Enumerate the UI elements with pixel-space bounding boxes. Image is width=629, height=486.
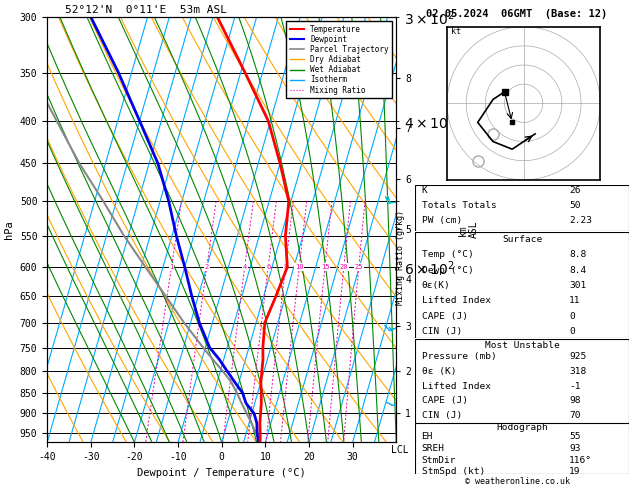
Text: Hodograph: Hodograph (496, 423, 548, 432)
Text: 1: 1 (169, 264, 174, 270)
Y-axis label: km
ASL: km ASL (457, 221, 479, 239)
Text: StmDir: StmDir (421, 456, 456, 465)
Text: Dewp (°C): Dewp (°C) (421, 266, 473, 275)
Text: PW (cm): PW (cm) (421, 215, 462, 225)
Text: -1: -1 (569, 382, 581, 391)
Text: Lifted Index: Lifted Index (421, 382, 491, 391)
Text: 50: 50 (569, 201, 581, 210)
Text: Totals Totals: Totals Totals (421, 201, 496, 210)
Text: 2.23: 2.23 (569, 215, 592, 225)
Text: 11: 11 (569, 296, 581, 305)
Text: 70: 70 (569, 411, 581, 420)
Text: Surface: Surface (502, 235, 542, 244)
Text: CIN (J): CIN (J) (421, 327, 462, 336)
Text: SREH: SREH (421, 444, 445, 453)
Text: © weatheronline.co.uk: © weatheronline.co.uk (465, 477, 569, 486)
Text: LCL: LCL (391, 445, 409, 455)
Y-axis label: hPa: hPa (4, 220, 14, 239)
Text: Lifted Index: Lifted Index (421, 296, 491, 305)
Text: CAPE (J): CAPE (J) (421, 312, 467, 321)
Text: 8.4: 8.4 (569, 266, 586, 275)
Text: 116°: 116° (569, 456, 592, 465)
Text: 15: 15 (321, 264, 329, 270)
Text: 6: 6 (266, 264, 270, 270)
Text: 4: 4 (243, 264, 247, 270)
Text: EH: EH (421, 433, 433, 441)
Text: CAPE (J): CAPE (J) (421, 396, 467, 405)
Text: 52°12'N  0°11'E  53m ASL: 52°12'N 0°11'E 53m ASL (65, 5, 226, 15)
Text: 25: 25 (355, 264, 363, 270)
Legend: Temperature, Dewpoint, Parcel Trajectory, Dry Adiabat, Wet Adiabat, Isotherm, Mi: Temperature, Dewpoint, Parcel Trajectory… (286, 21, 392, 98)
Text: 8: 8 (283, 264, 287, 270)
Text: StmSpd (kt): StmSpd (kt) (421, 468, 485, 476)
Text: kt: kt (451, 27, 461, 36)
Text: 93: 93 (569, 444, 581, 453)
Text: 0: 0 (569, 312, 575, 321)
Text: 301: 301 (569, 281, 586, 290)
Text: 0: 0 (569, 327, 575, 336)
Text: 19: 19 (569, 468, 581, 476)
Text: Pressure (mb): Pressure (mb) (421, 352, 496, 361)
Text: 98: 98 (569, 396, 581, 405)
Text: 20: 20 (340, 264, 348, 270)
Text: 318: 318 (569, 367, 586, 376)
X-axis label: Dewpoint / Temperature (°C): Dewpoint / Temperature (°C) (137, 468, 306, 478)
Text: θε (K): θε (K) (421, 367, 456, 376)
Text: 8.8: 8.8 (569, 250, 586, 259)
Text: 925: 925 (569, 352, 586, 361)
Text: Most Unstable: Most Unstable (485, 341, 559, 349)
Text: 02.05.2024  06GMT  (Base: 12): 02.05.2024 06GMT (Base: 12) (426, 9, 608, 19)
Text: CIN (J): CIN (J) (421, 411, 462, 420)
Text: 10: 10 (295, 264, 303, 270)
Text: 26: 26 (569, 186, 581, 195)
Text: 55: 55 (569, 433, 581, 441)
Text: K: K (421, 186, 427, 195)
Text: 2: 2 (204, 264, 209, 270)
Text: Temp (°C): Temp (°C) (421, 250, 473, 259)
Text: Mixing Ratio (g/kg): Mixing Ratio (g/kg) (396, 210, 404, 305)
Text: θε(K): θε(K) (421, 281, 450, 290)
